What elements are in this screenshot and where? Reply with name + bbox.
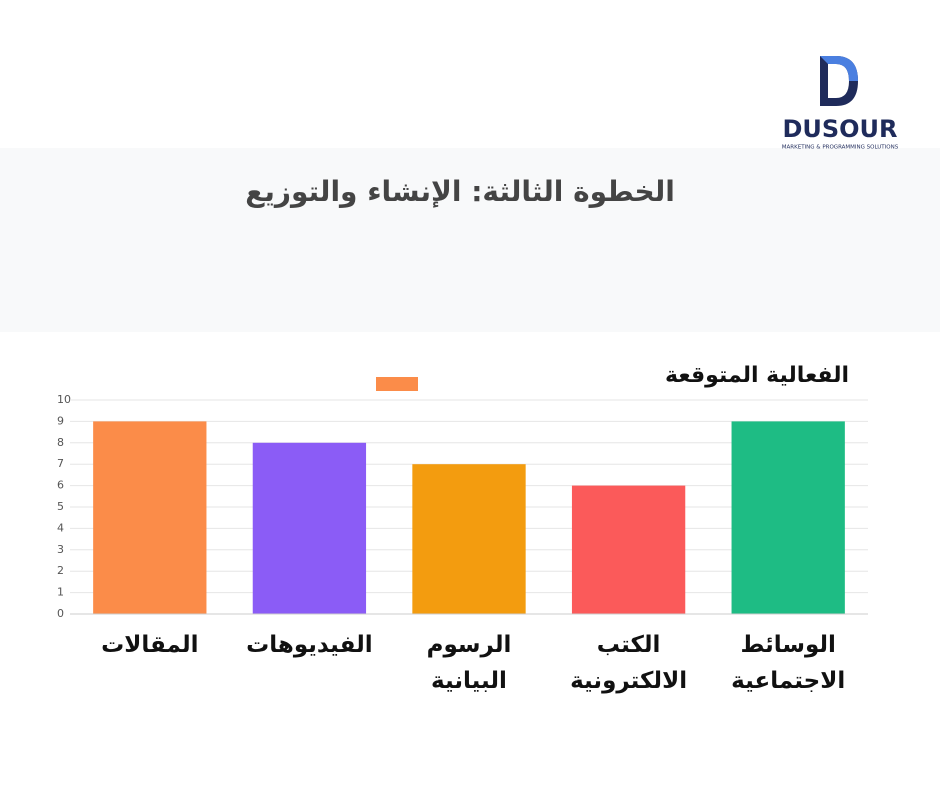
y-tick-label: 5 xyxy=(57,500,64,513)
bar xyxy=(412,464,526,614)
y-tick-label: 7 xyxy=(57,457,64,470)
x-tick-label: المقالات xyxy=(101,632,199,658)
x-tick-label: الكتب الالكترونية xyxy=(570,632,688,694)
y-tick-label: 0 xyxy=(57,607,64,620)
chart-title: الخطوة الثالثة: الإنشاء والتوزيع xyxy=(245,175,675,208)
title-band xyxy=(0,148,940,332)
x-tick-label: الرسوم البيانية xyxy=(426,632,512,694)
brand: DUSOUR xyxy=(782,115,897,143)
y-tick-label: 3 xyxy=(57,543,64,556)
legend-swatch xyxy=(376,377,418,391)
y-tick-label: 6 xyxy=(57,479,64,492)
tagline: MARKETING & PROGRAMMING SOLUTIONS xyxy=(782,145,899,151)
y-tick-label: 10 xyxy=(57,393,71,406)
bar xyxy=(93,421,207,614)
bar xyxy=(731,421,845,614)
y-tick-label: 8 xyxy=(57,436,64,449)
x-tick-label: الوسائط الاجتماعية xyxy=(731,632,846,694)
y-tick-label: 4 xyxy=(57,521,64,534)
bar xyxy=(571,485,686,614)
y-tick-label: 1 xyxy=(57,586,64,599)
logo-cut xyxy=(828,64,849,98)
x-tick-label: الفيديوهات xyxy=(246,632,373,658)
logo-accent xyxy=(820,56,858,81)
bar xyxy=(252,442,367,614)
y-tick-label: 2 xyxy=(57,564,64,577)
y-tick-label: 9 xyxy=(57,414,64,427)
legend-label: الفعالية المتوقعة xyxy=(665,363,849,388)
